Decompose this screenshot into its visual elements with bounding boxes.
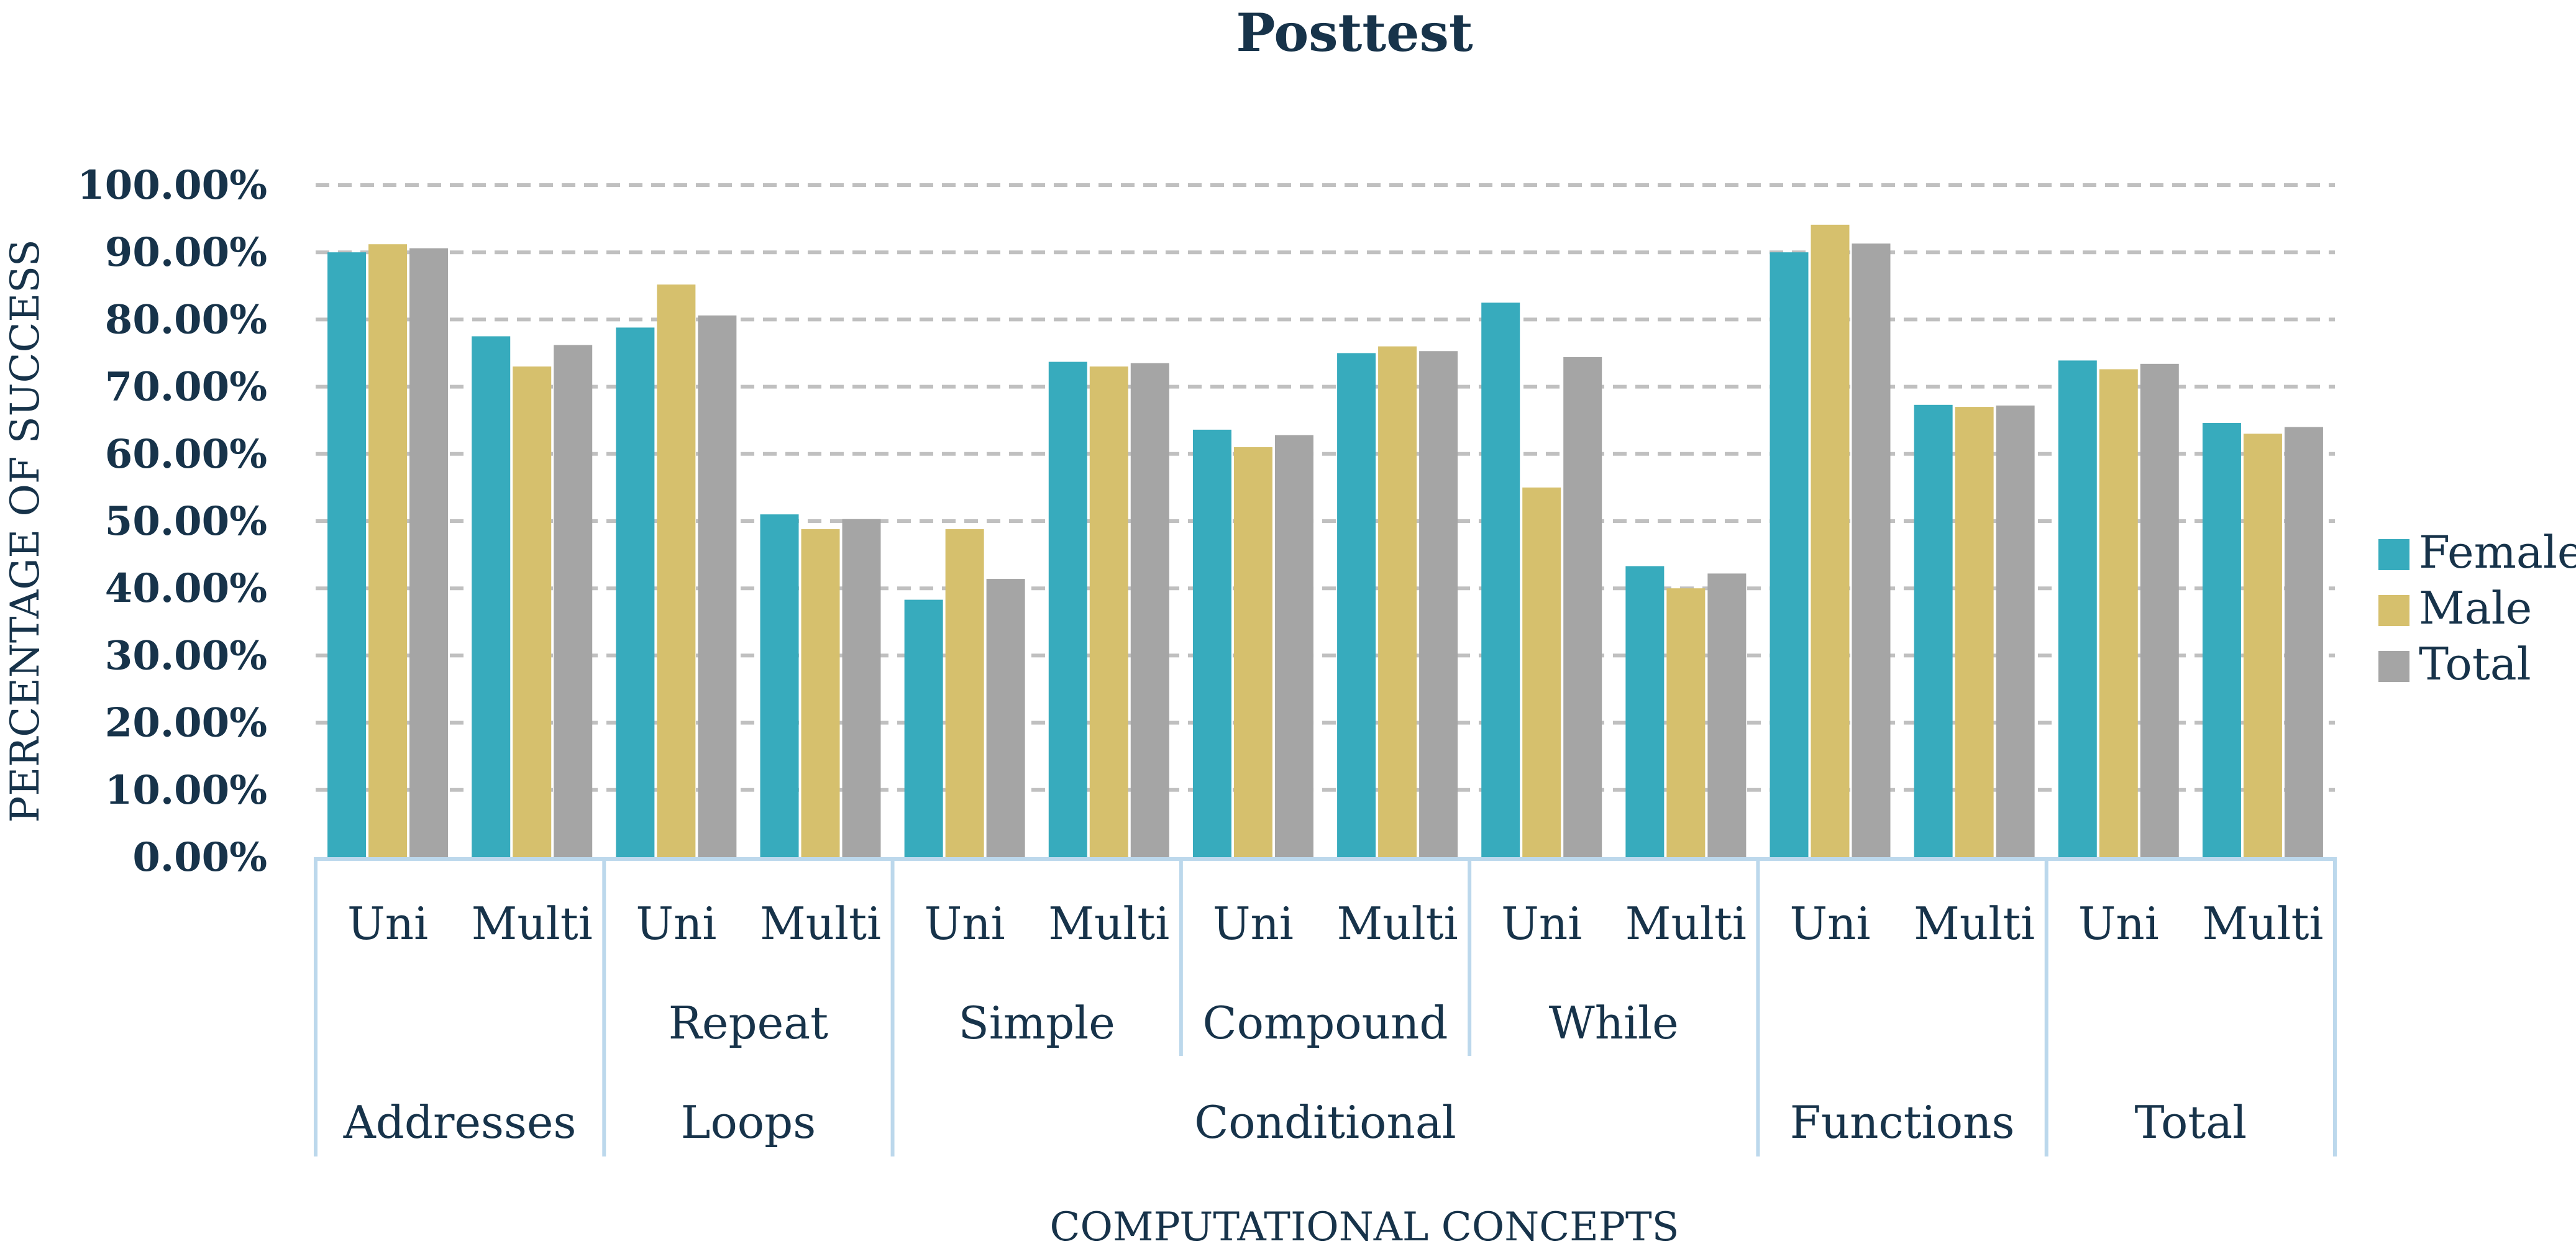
bar-male bbox=[1378, 346, 1417, 857]
bar-total bbox=[554, 345, 593, 857]
group-label: Functions bbox=[1790, 1096, 2015, 1148]
bar-male bbox=[368, 244, 408, 857]
category-label: Uni bbox=[1789, 897, 1870, 950]
bar-female bbox=[1770, 252, 1809, 857]
y-tick-label: 20.00% bbox=[105, 700, 267, 747]
category-label: Uni bbox=[1213, 897, 1294, 950]
bar-female bbox=[2058, 360, 2097, 857]
bar-total bbox=[2140, 363, 2179, 857]
bar-male bbox=[801, 529, 840, 857]
y-tick-label: 50.00% bbox=[105, 498, 267, 545]
category-label: Multi bbox=[760, 897, 881, 950]
bar-male bbox=[945, 529, 984, 857]
bar-male bbox=[1955, 407, 1994, 857]
category-label: Uni bbox=[1501, 897, 1582, 950]
bar-female bbox=[1481, 302, 1520, 858]
bar-total bbox=[1707, 573, 1747, 857]
y-tick-label: 70.00% bbox=[105, 364, 267, 411]
bar-total bbox=[1996, 405, 2035, 857]
bar-male bbox=[1522, 487, 1561, 857]
bar-male bbox=[2243, 434, 2282, 857]
bar-total bbox=[1563, 357, 1602, 857]
x-axis-label: COMPUTATIONAL CONCEPTS bbox=[1050, 1204, 1679, 1250]
category-label: Uni bbox=[925, 897, 1005, 950]
bar-female bbox=[1048, 361, 1087, 857]
legend-label-female: Female bbox=[2419, 526, 2576, 578]
subgroup-label: Repeat bbox=[669, 997, 828, 1049]
bar-total bbox=[409, 248, 449, 857]
legend-swatch-male bbox=[2378, 595, 2409, 626]
group-label: Total bbox=[2135, 1096, 2247, 1148]
group-label: Conditional bbox=[1194, 1096, 1456, 1148]
y-tick-label: 100.00% bbox=[77, 162, 267, 209]
y-axis-label: PERCENTAGE OF SUCCESS bbox=[2, 239, 48, 822]
bar-female bbox=[1192, 429, 1231, 857]
category-label: Uni bbox=[347, 897, 428, 950]
bar-total bbox=[1852, 243, 1891, 857]
bar-total bbox=[842, 519, 881, 857]
subgroup-label: Compound bbox=[1203, 997, 1448, 1049]
category-label: Multi bbox=[1048, 897, 1169, 950]
category-label: Multi bbox=[472, 897, 593, 950]
bar-male bbox=[513, 366, 552, 857]
bar-total bbox=[698, 315, 737, 858]
y-tick-label: 0.00% bbox=[132, 834, 267, 881]
bar-male bbox=[2099, 369, 2138, 857]
subgroup-label: While bbox=[1549, 997, 1679, 1049]
bar-female bbox=[1337, 353, 1376, 857]
legend-label-male: Male bbox=[2419, 582, 2532, 634]
group-label: Addresses bbox=[343, 1096, 577, 1148]
bar-female bbox=[1914, 404, 1953, 857]
bar-female bbox=[2202, 423, 2241, 857]
category-label: Multi bbox=[1625, 897, 1747, 950]
bar-female bbox=[472, 336, 511, 857]
bar-female bbox=[904, 599, 943, 857]
bar-female bbox=[760, 514, 799, 857]
bar-male bbox=[657, 284, 696, 857]
subgroup-label: Simple bbox=[959, 997, 1115, 1049]
bar-total bbox=[2284, 427, 2323, 857]
chart-title: Posttest bbox=[1236, 2, 1473, 63]
y-tick-label: 80.00% bbox=[105, 296, 267, 343]
category-label: Multi bbox=[1337, 897, 1458, 950]
y-tick-label: 60.00% bbox=[105, 431, 267, 478]
category-label: Multi bbox=[1914, 897, 2035, 950]
y-tick-label: 10.00% bbox=[105, 767, 267, 814]
x-axis-categories: Uni Multi Uni Multi Uni Multi Uni Multi Uni Multi… bbox=[314, 857, 2337, 1156]
legend-swatch-total bbox=[2378, 651, 2409, 682]
group-label: Loops bbox=[681, 1096, 816, 1148]
bar-male bbox=[1811, 224, 1850, 857]
legend-swatch-female bbox=[2378, 539, 2409, 570]
bar-total bbox=[1419, 351, 1458, 857]
y-tick-label: 40.00% bbox=[105, 565, 267, 612]
legend-label-total: Total bbox=[2419, 638, 2531, 690]
category-label: Multi bbox=[2202, 897, 2323, 950]
bar-female bbox=[616, 327, 655, 857]
bar-male bbox=[1233, 447, 1272, 857]
bar-female bbox=[1625, 566, 1665, 857]
bar-total bbox=[1274, 435, 1313, 857]
y-tick-label: 30.00% bbox=[105, 632, 267, 679]
category-label: Uni bbox=[636, 897, 716, 950]
bar-total bbox=[1130, 363, 1169, 857]
y-tick-label: 90.00% bbox=[105, 229, 267, 276]
category-label: Uni bbox=[2078, 897, 2159, 950]
bars bbox=[327, 224, 2323, 858]
bar-male bbox=[1666, 588, 1706, 857]
bar-male bbox=[1089, 366, 1128, 857]
y-axis-ticks: 0.00% 10.00% 20.00% 30.00% 40.00% 50.00% 60.00… bbox=[77, 162, 267, 881]
bar-total bbox=[986, 579, 1025, 857]
bar-female bbox=[327, 252, 367, 857]
